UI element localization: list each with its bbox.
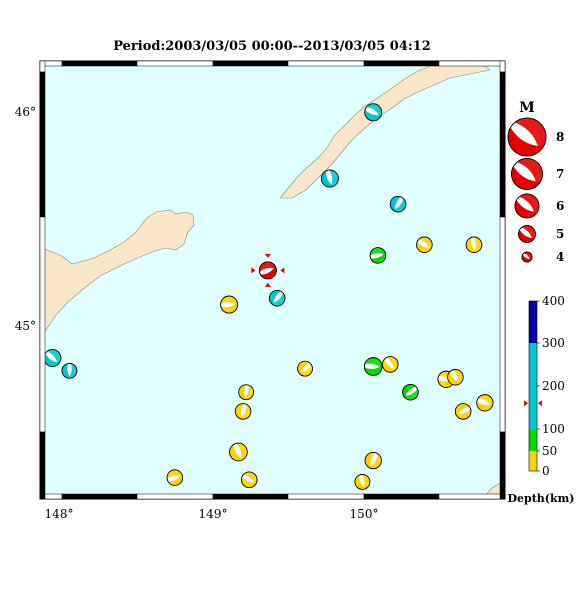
magnitude-legend-label: 6 (556, 199, 564, 213)
event-beachball (297, 360, 313, 377)
event-beachball (447, 369, 464, 386)
magnitude-legend-ball (514, 193, 540, 219)
event-beachball (241, 471, 258, 488)
latest-event-marker (264, 282, 271, 287)
event-beachball (320, 169, 339, 188)
event-beachball (234, 403, 252, 420)
depth-marker-left (524, 400, 528, 407)
depth-scale-title: Depth(km) (508, 492, 575, 505)
lon-tick-label: 150° (350, 507, 379, 521)
magnitude-legend-ball (511, 158, 543, 190)
map-title: Period:2003/03/05 00:00--2013/03/05 04:1… (113, 39, 431, 54)
depth-tick-label: 200 (542, 379, 565, 393)
magnitude-legend-label: 5 (556, 227, 564, 241)
depth-band (529, 451, 537, 471)
event-beachball (465, 236, 483, 253)
event-beachball (369, 247, 387, 264)
event-beachball (416, 236, 433, 253)
magnitude-legend-title: M (519, 100, 535, 116)
magnitude-legend-ball (507, 117, 547, 157)
depth-band (529, 301, 537, 343)
depth-tick-label: 0 (542, 464, 550, 478)
lat-tick-label: 45° (15, 319, 36, 333)
event-beachball (402, 383, 419, 401)
depth-band (529, 343, 537, 429)
magnitude-legend-label: 8 (556, 130, 564, 144)
latest-event-marker (264, 253, 271, 258)
event-beachball (363, 357, 383, 376)
magnitude-legend-label: 4 (556, 250, 564, 264)
magnitude-legend-label: 7 (556, 167, 564, 181)
depth-tick-label: 300 (542, 336, 565, 350)
magnitude-legend: M 8 7 6 5 4 (507, 100, 564, 264)
event-beachball (268, 289, 286, 307)
event-beachball (238, 384, 254, 401)
depth-scale: 400 300 200 100 50 0 Depth(km) (508, 294, 575, 505)
lat-tick-label: 46° (15, 105, 36, 119)
axis-labels: 148° 149° 150° 46° 45° (15, 105, 379, 521)
land-hokkaido (39, 209, 195, 336)
latest-event-marker (251, 267, 256, 274)
event-beachball (364, 451, 382, 470)
event-beachball (229, 442, 248, 462)
depth-band (529, 429, 537, 451)
depth-tick-label: 50 (542, 444, 557, 458)
lon-tick-label: 149° (199, 507, 228, 521)
depth-tick-label: 400 (542, 294, 565, 308)
latest-event-marker (280, 267, 285, 274)
depth-marker-right (538, 400, 542, 407)
event-beachball (43, 349, 62, 367)
event-beachball (354, 474, 371, 490)
lon-tick-label: 148° (45, 507, 74, 521)
map-panel (39, 60, 506, 500)
magnitude-legend-ball (518, 225, 536, 243)
event-beachball (389, 195, 407, 213)
magnitude-legend-ball (521, 251, 533, 263)
event-beachball (61, 362, 78, 379)
latest-event-beachball (258, 261, 277, 280)
events-layer (43, 103, 494, 490)
event-beachball (364, 103, 383, 122)
frame-scale-bars (39, 60, 506, 500)
event-beachball (382, 356, 399, 373)
depth-tick-label: 100 (542, 422, 565, 436)
event-beachball (220, 295, 239, 314)
event-beachball (476, 394, 494, 412)
event-beachball (166, 469, 184, 486)
event-beachball (454, 403, 472, 420)
sea-area (40, 61, 505, 499)
